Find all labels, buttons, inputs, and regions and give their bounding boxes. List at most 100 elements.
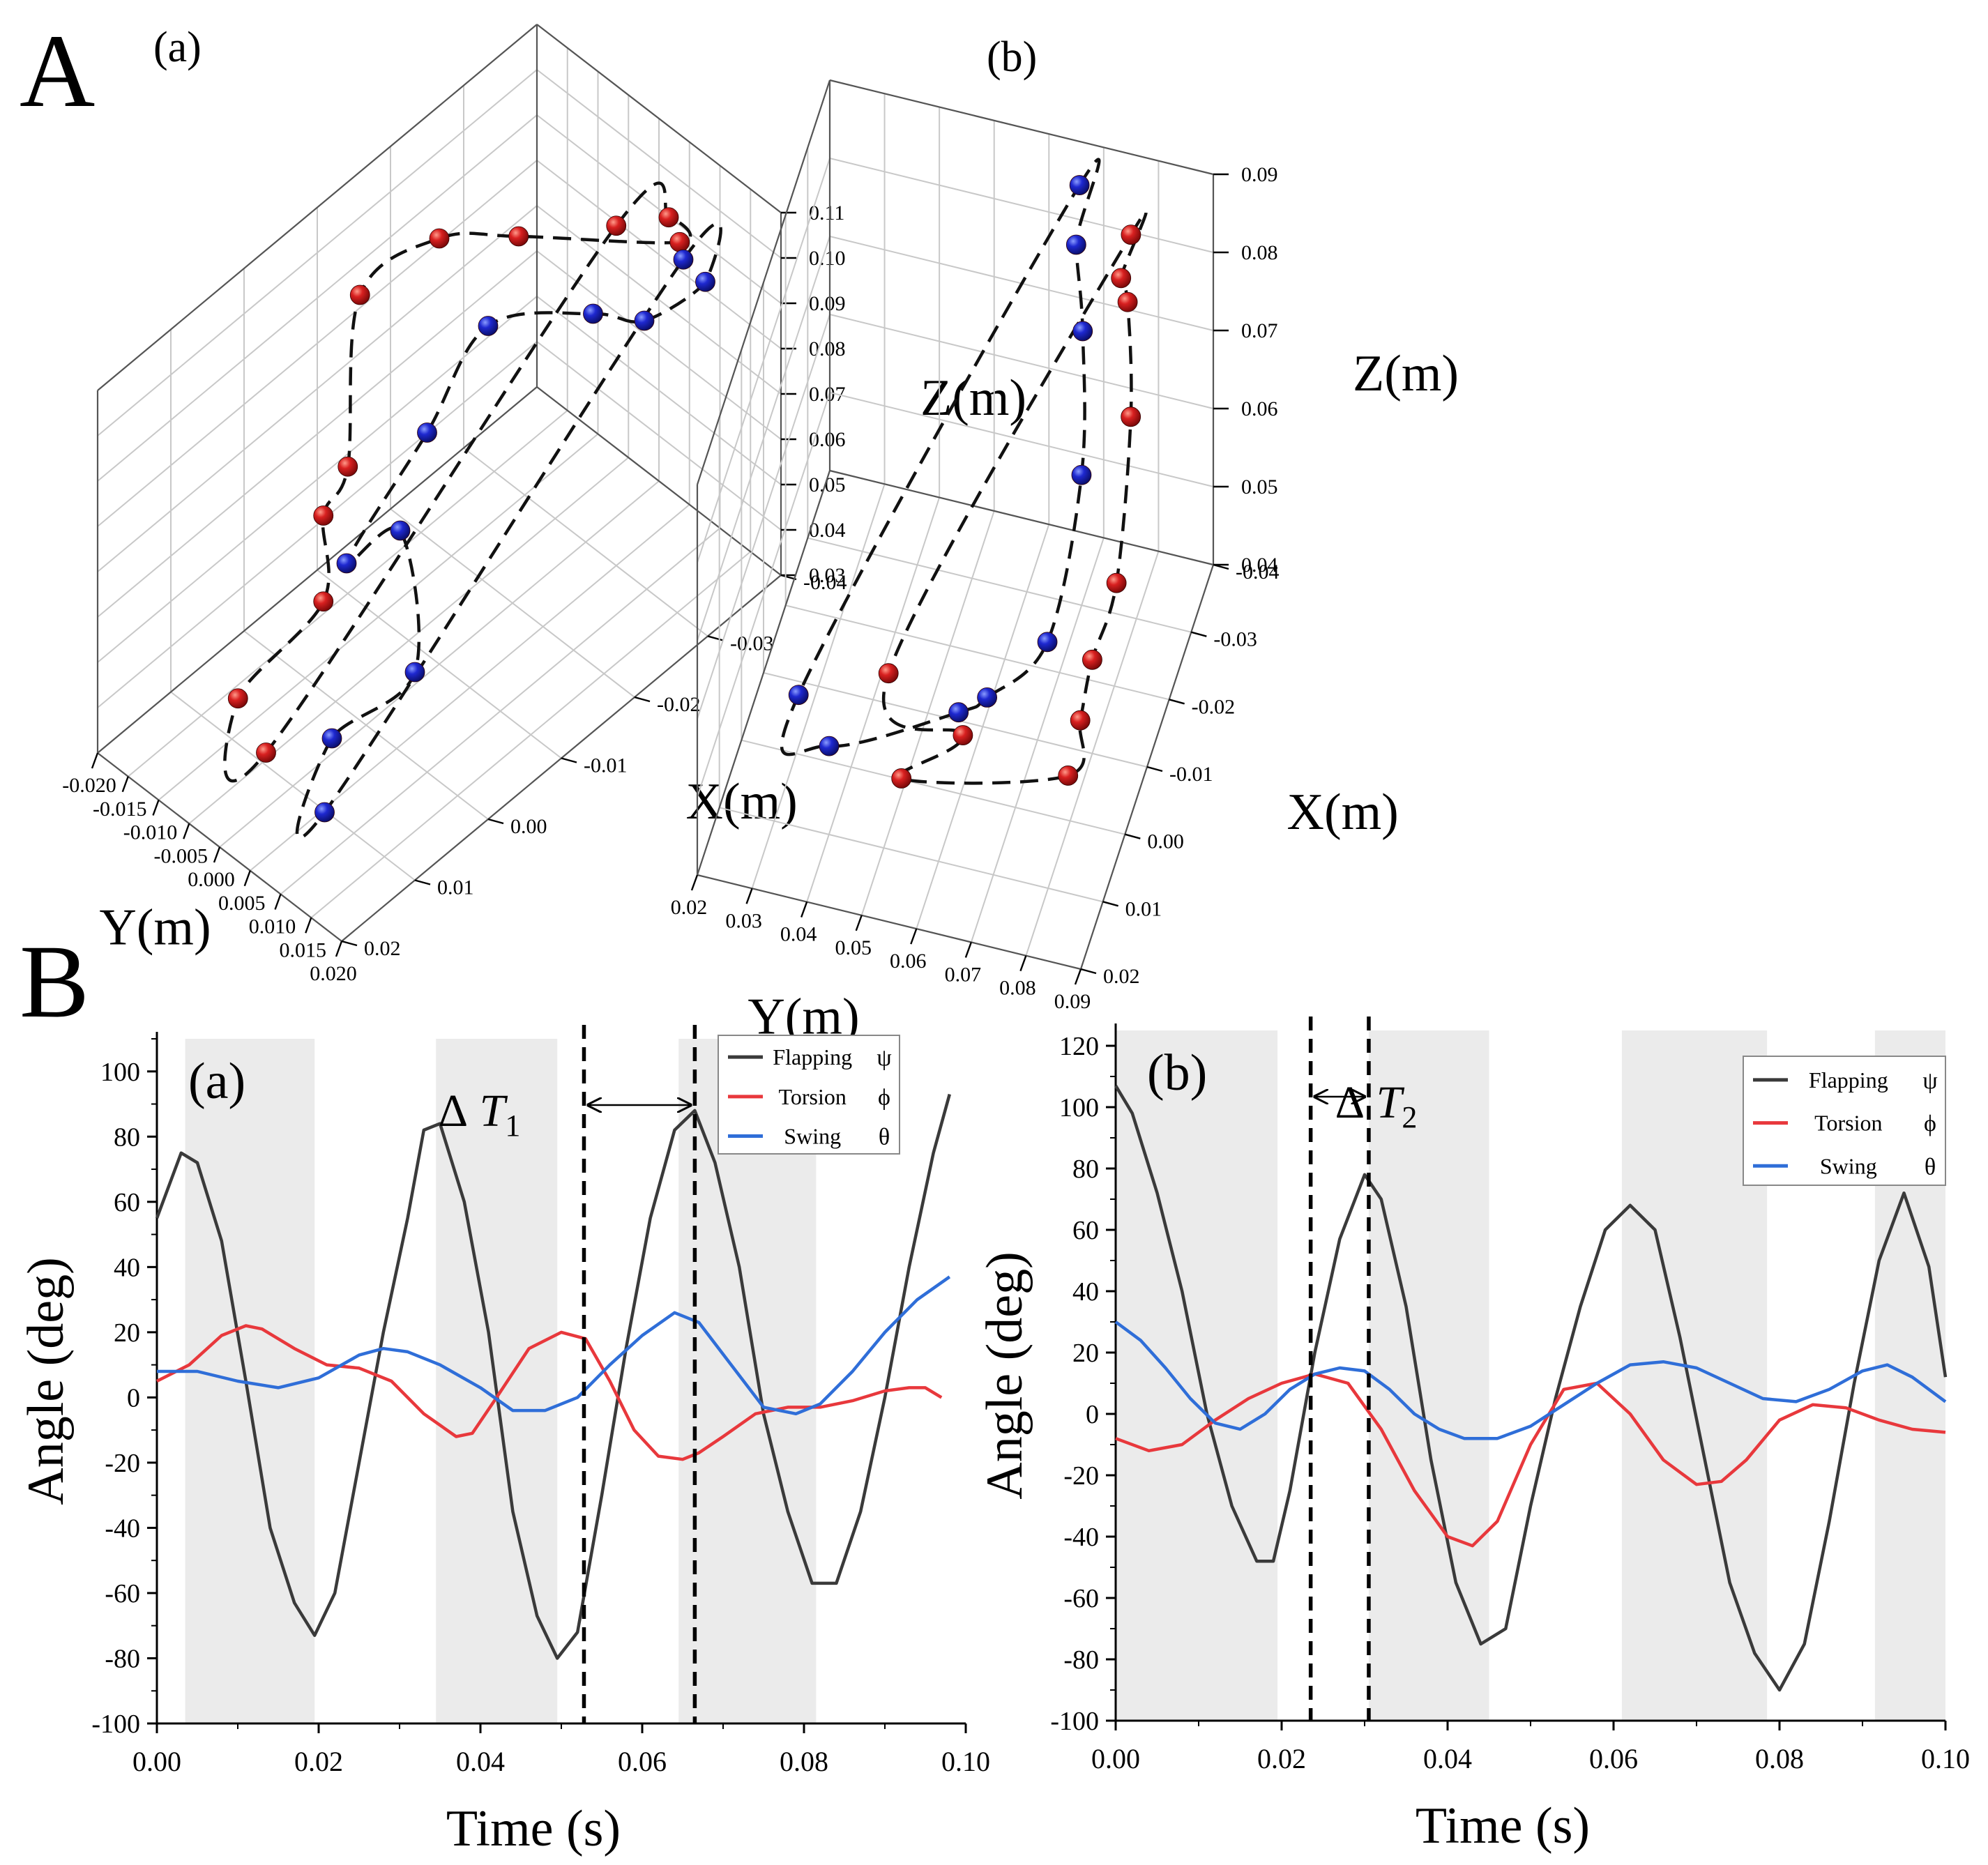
floor-grid-line	[806, 497, 941, 902]
marker-red-sphere	[508, 226, 529, 247]
x-tick-label: -0.01	[1169, 763, 1213, 786]
x-tick-label: -0.03	[1213, 628, 1257, 651]
y-tick-label: 0.010	[249, 915, 296, 938]
floor-grid-line	[719, 807, 1103, 903]
x-tick	[487, 818, 504, 825]
x-tick	[1102, 901, 1118, 907]
marker-red-sphere	[313, 591, 334, 612]
series-line-flapping	[155, 1093, 951, 1660]
y-tick-label: 40	[114, 1253, 140, 1282]
side-wall-grid-line	[97, 296, 538, 663]
panel-a-letter: A	[20, 13, 95, 129]
back-wall-grid-line	[536, 341, 782, 531]
y-tick-label: 60	[114, 1188, 140, 1217]
series-line-swing	[1114, 1320, 1947, 1440]
y-tick	[910, 928, 918, 945]
series-line-torsion	[1115, 1372, 1946, 1548]
z-tick-label: 0.05	[1241, 475, 1278, 498]
sub-label-b: (b)	[987, 33, 1037, 81]
x-tick-label: 0.00	[132, 1746, 181, 1777]
legend-symbol-flapping: ψ	[877, 1045, 891, 1071]
y-tick-label: 20	[1072, 1339, 1099, 1368]
side-wall-grid-line	[697, 392, 830, 798]
y-tick-label: 0.02	[671, 896, 708, 919]
box-edge	[829, 469, 1214, 566]
z-tick-label: 0.04	[1241, 554, 1278, 577]
marker-red-sphere	[606, 215, 627, 236]
box-edge	[536, 24, 782, 213]
y-tick	[745, 888, 753, 904]
series-line-flapping	[1114, 1085, 1948, 1692]
x-tick-label: 0.10	[941, 1746, 990, 1777]
z-tick-label: 0.08	[1241, 241, 1278, 264]
z-axis-label: Z(m)	[920, 370, 1026, 427]
y-tick-label: -60	[105, 1579, 140, 1608]
x-tick-label: 0.01	[1125, 897, 1162, 920]
y-tick-label: 0.09	[1054, 990, 1091, 1013]
y-tick-label: 0.04	[780, 923, 817, 946]
x-tick	[707, 635, 724, 641]
x-tick	[1125, 833, 1141, 839]
marker-red-sphere	[337, 456, 358, 477]
marker-blue-sphere	[819, 736, 840, 756]
y-tick-label: 0	[127, 1383, 140, 1413]
marker-red-sphere	[429, 228, 450, 249]
y-tick-label: 80	[1072, 1155, 1099, 1184]
y-tick-label: 120	[1059, 1032, 1099, 1061]
x-tick	[1191, 631, 1207, 637]
x-tick	[634, 696, 651, 703]
legend-symbol-flapping: ψ	[1922, 1068, 1937, 1094]
floor-grid-line	[741, 739, 1125, 835]
y-tick	[121, 776, 129, 793]
marker-blue-sphere	[478, 316, 499, 336]
x-axis-label: X(m)	[686, 773, 798, 830]
marker-blue-sphere	[788, 685, 809, 706]
marker-red-sphere	[878, 663, 899, 684]
shaded-band	[185, 1039, 315, 1723]
legend-label-swing: Swing	[1820, 1153, 1877, 1178]
legend-label-torsion: Torsion	[779, 1084, 847, 1109]
floor-grid-line	[158, 433, 599, 801]
floor-grid-line	[128, 409, 568, 777]
y-tick-label: 0.03	[725, 909, 762, 932]
y-tick-label: -20	[1063, 1461, 1099, 1491]
side-wall-grid-line	[697, 236, 830, 641]
x-tick-label: 0.06	[618, 1746, 667, 1777]
side-wall-grid-line	[97, 250, 538, 618]
marker-red-sphere	[669, 231, 690, 252]
marker-blue-sphere	[1065, 234, 1086, 255]
y-tick-label: -20	[105, 1449, 140, 1478]
panel-b-letter: B	[20, 924, 89, 1040]
x-tick-label: 0.02	[1103, 965, 1140, 988]
marker-blue-sphere	[634, 310, 655, 331]
z-axis-label: Z(m)	[1353, 345, 1459, 402]
x-tick	[561, 757, 577, 763]
legend-symbol-swing: θ	[1925, 1154, 1936, 1180]
y-tick-label: -0.010	[123, 821, 178, 844]
y-tick	[1019, 955, 1027, 972]
y-tick-label: -100	[1050, 1707, 1099, 1736]
y-tick	[274, 894, 282, 910]
marker-blue-sphere	[977, 687, 998, 708]
y-tick-label: -0.020	[62, 774, 116, 797]
box-edge	[697, 874, 1082, 970]
box-edge	[536, 386, 782, 576]
chart-sub-label: (b)	[1147, 1044, 1207, 1102]
box-edge	[97, 386, 538, 754]
z-tick-label: 0.07	[1241, 319, 1278, 342]
floor-grid-line	[970, 538, 1105, 943]
side-wall-grid-line	[97, 69, 538, 436]
shaded-band	[1368, 1030, 1489, 1721]
legend-label-swing: Swing	[784, 1124, 841, 1149]
x-tick-label: -0.01	[584, 754, 628, 777]
x-tick-label: 0.04	[1423, 1743, 1472, 1774]
box-edge	[829, 79, 1214, 176]
marker-red-sphere	[658, 207, 679, 228]
x-tick	[1169, 699, 1185, 705]
side-wall-grid-line	[697, 158, 830, 563]
back-wall-grid-line	[536, 160, 782, 349]
y-axis-label: Y(m)	[99, 899, 211, 957]
y-tick-label: 0	[1086, 1400, 1099, 1429]
x-tick-label: 0.08	[1755, 1743, 1804, 1774]
back-wall-grid-line	[829, 158, 1214, 253]
